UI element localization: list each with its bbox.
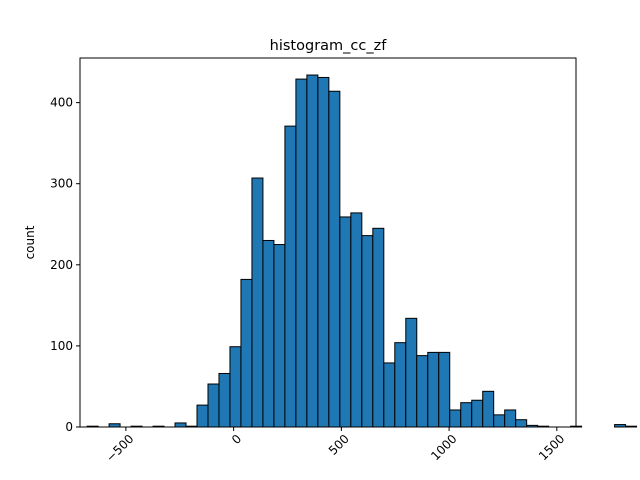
histogram-bar (251, 177, 264, 428)
histogram-bar (229, 346, 242, 428)
histogram-bar (273, 244, 286, 428)
histogram-bar (174, 422, 187, 428)
histogram-bar (614, 424, 627, 428)
histogram-bar (306, 74, 319, 428)
histogram-bar (339, 216, 352, 428)
histogram-bar (295, 78, 308, 428)
histogram-bar (482, 390, 495, 428)
y-axis-label: count (23, 225, 37, 259)
plot-area-frame (79, 57, 577, 428)
histogram-bar (416, 355, 429, 428)
histogram-bar (504, 409, 517, 428)
histogram-bar (240, 278, 253, 428)
histogram-bar (350, 212, 363, 428)
chart-title: histogram_cc_zf (270, 38, 388, 54)
histogram-bar (196, 404, 209, 428)
histogram-bar (515, 419, 528, 428)
histogram-bar (361, 235, 374, 428)
histogram-bar (328, 90, 341, 428)
y-tick-label: 100 (50, 339, 73, 353)
histogram-bar (405, 317, 418, 428)
histogram-bar (317, 76, 330, 428)
y-tick-label: 400 (50, 96, 73, 110)
histogram-bar (427, 351, 440, 428)
histogram-bar (449, 409, 462, 428)
histogram-bar (372, 227, 385, 428)
histogram-bar (284, 125, 297, 428)
y-tick-label: 300 (50, 177, 73, 191)
histogram-bar (471, 399, 484, 428)
histogram-bar (625, 425, 638, 428)
y-tick-label: 200 (50, 258, 73, 272)
histogram-bar (262, 239, 275, 428)
histogram-bar (394, 342, 407, 428)
histogram-bar (207, 383, 220, 428)
histogram-bar (218, 372, 231, 428)
histogram-bar (383, 362, 396, 428)
histogram-bar (460, 402, 473, 428)
y-axis: 0 100 200 300 400 (50, 96, 80, 434)
histogram-bar (438, 351, 451, 428)
histogram-bar (493, 414, 506, 428)
y-tick-label: 0 (65, 420, 73, 434)
